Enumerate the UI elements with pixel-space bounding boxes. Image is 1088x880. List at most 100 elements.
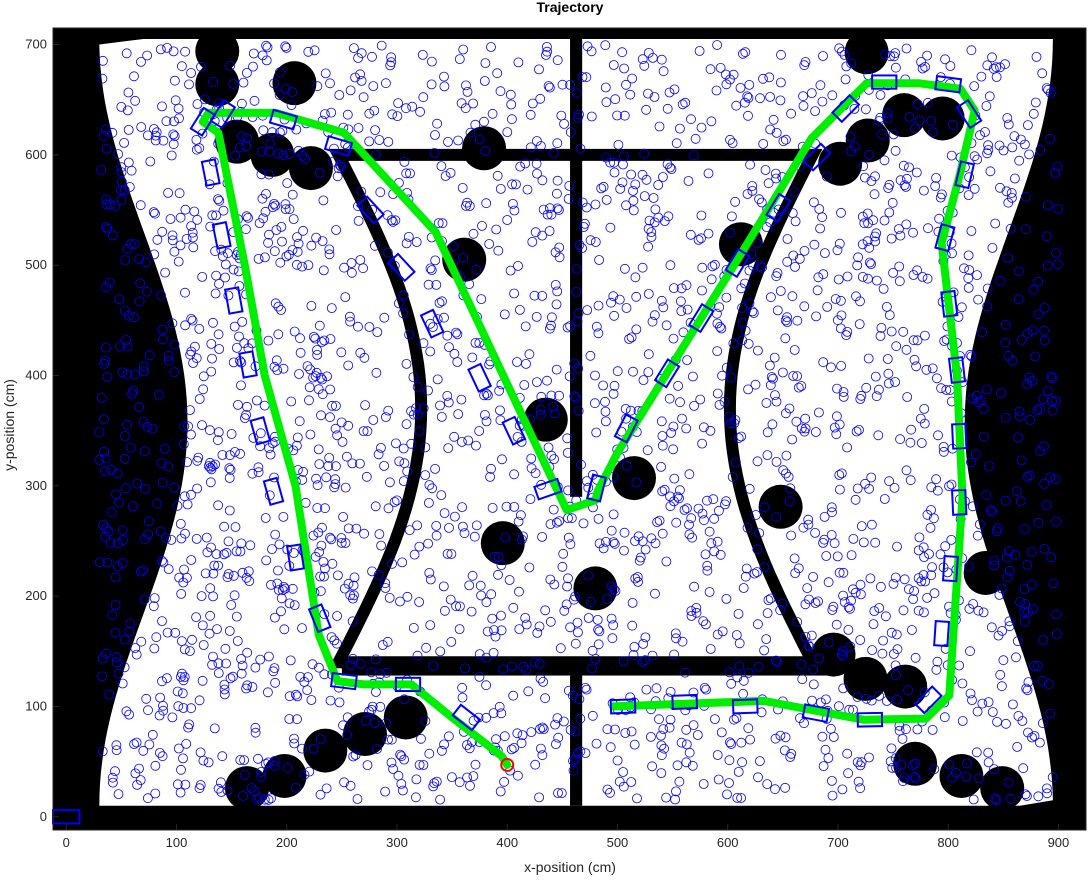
particle <box>568 690 578 701</box>
particle <box>837 46 847 57</box>
particle <box>206 542 216 553</box>
particle <box>618 767 628 777</box>
particle <box>1000 319 1011 330</box>
particle <box>337 436 348 447</box>
particle <box>727 472 738 482</box>
particle <box>404 329 415 340</box>
particle <box>177 688 188 699</box>
particle <box>339 262 350 273</box>
particle <box>264 229 274 240</box>
particle <box>853 252 863 263</box>
particle <box>613 139 624 150</box>
particle <box>671 517 682 528</box>
particle <box>568 765 579 776</box>
particle <box>756 197 767 208</box>
particle <box>181 739 192 749</box>
particle <box>329 635 340 646</box>
particle <box>113 668 124 679</box>
particle <box>580 218 590 229</box>
particle <box>996 583 1007 594</box>
particle <box>1046 371 1057 382</box>
particle <box>1030 97 1041 108</box>
particle <box>854 319 865 330</box>
particle <box>556 110 567 121</box>
particle <box>426 79 437 90</box>
particle <box>453 409 464 420</box>
particle <box>704 587 715 597</box>
particle <box>427 483 438 494</box>
particle <box>169 339 180 350</box>
particle <box>269 472 280 483</box>
particle <box>903 685 913 696</box>
particle <box>535 93 546 104</box>
particle <box>464 201 475 211</box>
particle <box>776 49 786 60</box>
particle <box>810 106 820 116</box>
particle <box>313 662 324 673</box>
particle <box>116 167 127 178</box>
particle <box>938 446 949 457</box>
particle <box>166 535 177 545</box>
particle <box>936 383 946 394</box>
particle <box>775 286 786 296</box>
particle <box>846 58 857 69</box>
particle <box>210 288 221 299</box>
center-wall-top <box>570 33 583 497</box>
particle <box>173 701 184 712</box>
particle <box>302 672 313 682</box>
particle <box>313 444 324 455</box>
particle <box>1047 373 1058 384</box>
particle <box>874 116 884 126</box>
particle <box>370 654 381 665</box>
particle <box>800 632 811 642</box>
particle <box>219 549 229 560</box>
particle <box>278 150 289 161</box>
particle <box>366 704 377 715</box>
x-tick-label: 200 <box>276 835 298 850</box>
particle <box>669 84 680 95</box>
particle <box>158 705 169 716</box>
particle <box>518 661 529 672</box>
particle <box>657 440 668 451</box>
particle <box>1000 495 1011 506</box>
particle <box>1052 161 1063 172</box>
particle <box>369 240 380 251</box>
particle <box>492 68 503 79</box>
particle <box>1019 584 1030 594</box>
particle <box>959 263 969 274</box>
particle <box>961 771 972 782</box>
particle <box>695 394 706 405</box>
particle <box>822 301 833 312</box>
particle <box>643 223 654 234</box>
particle <box>215 777 226 788</box>
particle <box>537 175 548 186</box>
particle <box>332 611 343 621</box>
particle <box>532 168 542 179</box>
particle <box>1021 683 1032 694</box>
particle <box>189 341 200 352</box>
particle <box>430 130 440 140</box>
particle <box>295 333 305 344</box>
particle <box>576 459 586 470</box>
particle <box>334 160 345 170</box>
particle <box>297 743 307 754</box>
particle <box>525 142 536 153</box>
particle <box>967 695 977 705</box>
particle <box>962 758 972 769</box>
particle <box>299 769 310 780</box>
particle <box>1012 742 1023 752</box>
particle <box>809 197 819 208</box>
particle <box>682 304 693 315</box>
particle <box>213 658 224 669</box>
particle <box>467 570 478 581</box>
particle <box>181 234 192 244</box>
particle <box>919 687 930 698</box>
particle <box>637 169 648 180</box>
particle <box>879 155 890 166</box>
particle <box>1011 486 1022 497</box>
particle <box>326 303 337 314</box>
particle <box>446 637 457 647</box>
particle <box>384 477 395 488</box>
particle <box>123 157 134 168</box>
particle <box>338 512 349 522</box>
